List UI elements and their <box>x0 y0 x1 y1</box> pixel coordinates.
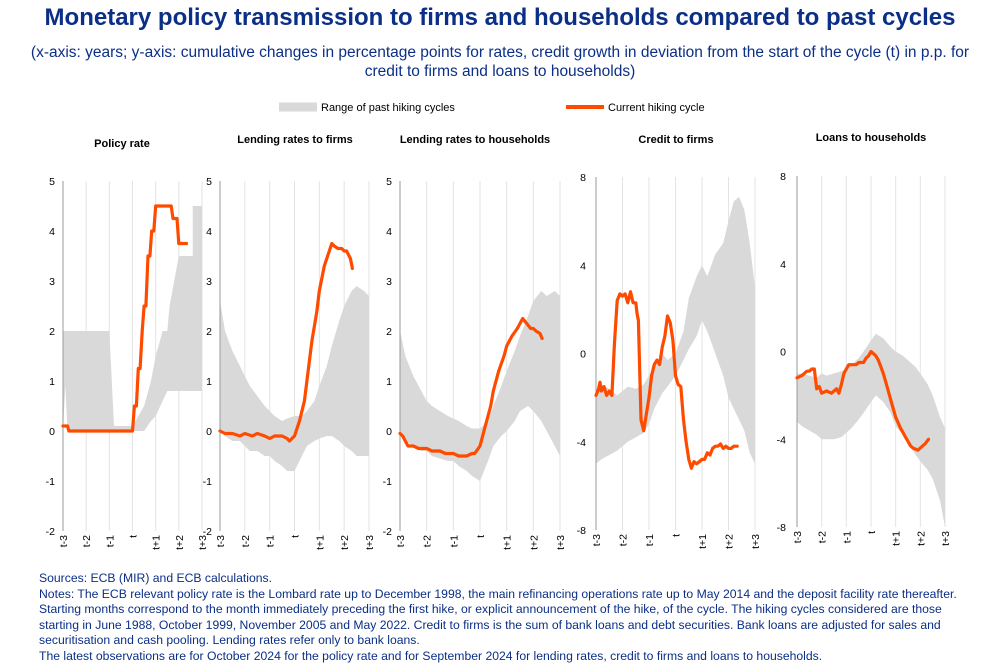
panel-lending-rates-to-firms: Lending rates to firms -2 -1 0 1 2 3 4 5 t-3 t-2 t-… <box>203 134 376 550</box>
y-tick-label: -4 <box>577 437 586 449</box>
x-tick-label: t+1 <box>697 534 709 549</box>
panel-policy-rate: Policy rate -2 -1 0 1 2 3 4 5 t-3 t-2 t-1 t t+1 t+2 t+3 <box>46 138 209 550</box>
panel-title: Policy rate <box>94 138 150 150</box>
latest-observation-text: The latest observations are for October … <box>39 648 823 663</box>
x-tick-label: t+3 <box>940 531 952 546</box>
current-line-lending-rates-to-firms <box>218 241 354 443</box>
legend-current-label: Current hiking cycle <box>608 102 705 114</box>
panel-title: Credit to firms <box>638 134 713 146</box>
x-tick-label: t-3 <box>58 535 70 547</box>
range-band-loans-to-households <box>797 333 945 527</box>
x-tick-label: t+1 <box>891 531 903 546</box>
panel-title: Lending rates to firms <box>237 134 353 146</box>
y-tick-label: 4 <box>206 226 212 238</box>
range-band-lending-rates-to-firms <box>220 286 369 471</box>
panel-title: Lending rates to households <box>400 134 550 146</box>
range-band-policy-rate <box>63 206 202 431</box>
x-tick-label: t-1 <box>448 535 460 547</box>
current-line-credit-to-firms <box>594 290 739 470</box>
y-tick-label: -1 <box>46 476 55 488</box>
y-tick-label: 4 <box>386 226 392 238</box>
x-tick-label: t+3 <box>364 535 376 550</box>
y-tick-label: -2 <box>383 526 392 538</box>
x-tick-label: t+3 <box>555 535 567 550</box>
y-tick-label: 3 <box>206 276 212 288</box>
y-tick-label: -8 <box>777 522 786 534</box>
y-tick-label: 3 <box>386 276 392 288</box>
y-tick-label: 2 <box>386 326 392 338</box>
x-tick-label: t+2 <box>339 535 351 550</box>
y-tick-label: 0 <box>206 426 212 438</box>
x-tick-label: t <box>671 534 683 537</box>
x-tick-label: t-1 <box>644 534 656 546</box>
notes-text: Notes: The ECB relevant policy rate is t… <box>39 586 957 648</box>
y-tick-label: 1 <box>386 376 392 388</box>
y-tick-label: 0 <box>780 347 786 359</box>
x-tick-label: t-2 <box>618 534 630 546</box>
x-tick-label: t-3 <box>792 531 804 543</box>
page-title: Monetary policy transmission to firms an… <box>44 4 956 31</box>
y-tick-label: -1 <box>203 476 212 488</box>
x-tick-label: t-1 <box>841 531 853 543</box>
current-line-policy-rate <box>61 204 189 433</box>
x-tick-label: t+1 <box>502 535 514 550</box>
x-tick-label: t+2 <box>915 531 927 546</box>
y-tick-label: 4 <box>580 260 586 272</box>
y-tick-label: 0 <box>49 426 55 438</box>
x-tick-label: t-3 <box>215 535 227 547</box>
x-tick-label: t+2 <box>724 534 736 549</box>
panel-lending-rates-to-households: Lending rates to households -2 -1 0 1 2 3 4 5 t-3… <box>383 134 567 550</box>
x-tick-label: t-1 <box>265 535 277 547</box>
y-tick-label: -1 <box>383 476 392 488</box>
x-tick-label: t-2 <box>817 531 829 543</box>
x-tick-label: t <box>290 535 302 538</box>
x-tick-label: t-2 <box>422 535 434 547</box>
y-tick-label: 2 <box>49 326 55 338</box>
x-tick-label: t-2 <box>81 535 93 547</box>
legend: Range of past hiking cycles Current hiki… <box>279 102 705 114</box>
x-tick-label: t <box>866 531 878 534</box>
x-tick-label: t <box>128 535 140 538</box>
x-tick-label: t+2 <box>528 535 540 550</box>
page-subtitle: (x-axis: years; y-axis: cumulative chang… <box>30 44 970 80</box>
y-tick-label: 4 <box>49 226 55 238</box>
y-tick-label: 0 <box>580 349 586 361</box>
y-tick-label: 3 <box>49 276 55 288</box>
y-tick-label: 4 <box>780 259 786 271</box>
y-tick-label: 8 <box>580 172 586 184</box>
x-tick-label: t+2 <box>174 535 186 550</box>
x-tick-label: t+1 <box>151 535 163 550</box>
current-line-loans-to-households <box>795 349 931 452</box>
y-tick-label: 5 <box>206 176 212 188</box>
x-tick-label: t-2 <box>240 535 252 547</box>
x-tick-label: t-3 <box>591 534 603 546</box>
x-tick-label: t+3 <box>750 534 762 549</box>
x-tick-label: t+3 <box>197 535 209 550</box>
charts-figure: Range of past hiking cycles Current hiki… <box>46 102 952 550</box>
x-tick-label: t-3 <box>395 535 407 547</box>
y-tick-label: 5 <box>386 176 392 188</box>
x-tick-label: t <box>475 535 487 538</box>
panel-title: Loans to households <box>816 132 927 144</box>
y-tick-label: 5 <box>49 176 55 188</box>
y-tick-label: 0 <box>386 426 392 438</box>
y-tick-label: -2 <box>46 526 55 538</box>
range-band-credit-to-firms <box>596 196 755 464</box>
x-tick-label: t+1 <box>314 535 326 550</box>
y-tick-label: 1 <box>206 376 212 388</box>
panel-credit-to-firms: Credit to firms -8 -4 0 4 8 t-3 t-2 t-1 t t+1 t+2 t+… <box>577 134 762 549</box>
range-band-lending-rates-to-households <box>400 291 560 481</box>
y-tick-label: 8 <box>780 171 786 183</box>
panel-loans-to-households: Loans to households -8 -4 0 4 8 t-3 t-2 t-1 t t+1 t… <box>777 132 952 546</box>
legend-range-label: Range of past hiking cycles <box>321 102 455 114</box>
y-tick-label: -8 <box>577 525 586 537</box>
notes-section: Sources: ECB (MIR) and ECB calculations.… <box>39 571 969 665</box>
y-tick-label: -2 <box>203 526 212 538</box>
y-tick-label: 1 <box>49 376 55 388</box>
y-tick-label: -4 <box>777 434 786 446</box>
x-tick-label: t-1 <box>104 535 116 547</box>
current-line-lending-rates-to-households <box>398 316 544 458</box>
sources-text: Sources: ECB (MIR) and ECB calculations. <box>39 571 273 585</box>
y-tick-label: 2 <box>206 326 212 338</box>
